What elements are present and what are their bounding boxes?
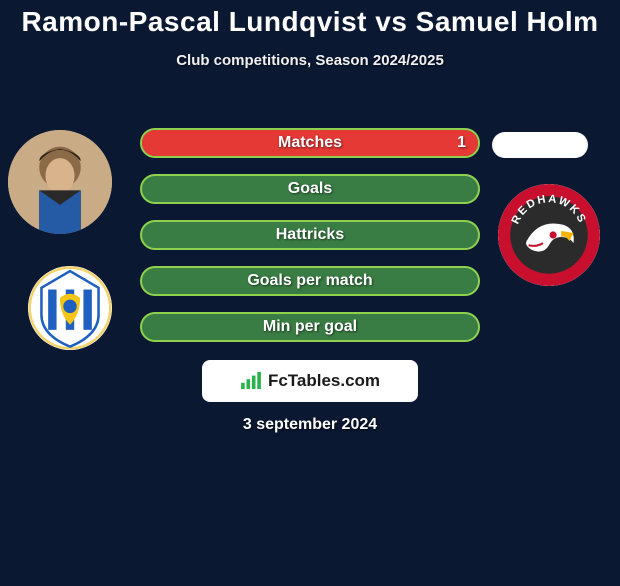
stat-label: Goals per match	[247, 272, 372, 290]
person-icon	[8, 130, 112, 234]
watermark-text: FcTables.com	[268, 371, 380, 391]
club1-crest-art	[28, 266, 112, 350]
stat-label: Hattricks	[276, 226, 344, 244]
stat-label: Min per goal	[263, 318, 357, 336]
redhawks-crest-icon: REDHAWKS	[498, 184, 600, 286]
player1-photo	[8, 130, 112, 234]
page-title: Ramon-Pascal Lundqvist vs Samuel Holm	[0, 6, 620, 38]
stat-row: Goals	[140, 174, 480, 204]
stat-value-right: 1	[457, 134, 466, 152]
stat-label: Goals	[288, 180, 332, 198]
watermark: FcTables.com	[202, 360, 418, 402]
player1-photo-placeholder	[8, 130, 112, 234]
stat-row: Goals per match	[140, 266, 480, 296]
stat-row: 1 Matches	[140, 128, 480, 158]
footer-date: 3 september 2024	[0, 416, 620, 434]
subtitle: Club competitions, Season 2024/2025	[0, 52, 620, 69]
stat-row: Hattricks	[140, 220, 480, 250]
player2-club-crest: REDHAWKS	[498, 184, 600, 286]
stat-row: Min per goal	[140, 312, 480, 342]
player2-photo-empty	[492, 132, 588, 158]
ifk-crest-icon	[28, 266, 112, 350]
stat-label: Matches	[278, 134, 342, 152]
player1-club-crest	[28, 266, 112, 350]
stats-container: 1 Matches Goals Hattricks Goals per match Min…	[140, 128, 480, 358]
club2-crest-art: REDHAWKS	[498, 184, 600, 286]
bar-chart-icon	[240, 372, 262, 390]
